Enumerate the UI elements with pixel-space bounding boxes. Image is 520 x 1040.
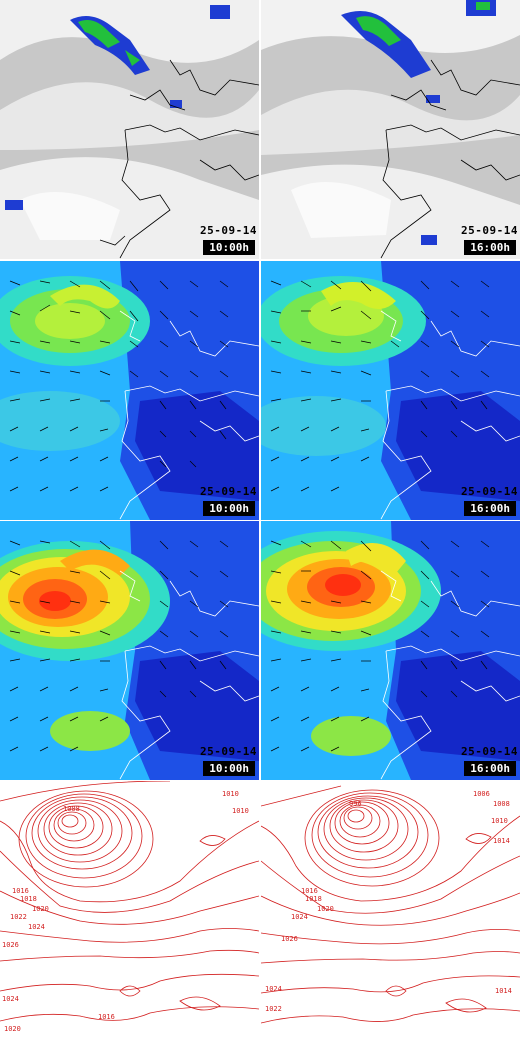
satellite-panel-left: 25-09-14 10:00h <box>0 0 259 259</box>
panel-date: 25-09-14 <box>200 224 257 237</box>
gust-map <box>261 521 520 780</box>
isobar-label: 1006 <box>473 790 490 798</box>
panel-date: 25-09-14 <box>461 485 518 498</box>
isobar-label: 1016 <box>12 887 29 895</box>
isobar-label: 1020 <box>317 905 334 913</box>
isobar-label: 1024 <box>28 923 45 931</box>
isobar-label: 1016 <box>98 1013 115 1021</box>
isobar-label: 1020 <box>4 1025 21 1033</box>
panel-divider <box>259 0 261 1040</box>
wind-panel-right: 25-09-14 16:00h <box>261 261 520 520</box>
panel-time: 10:00h <box>203 240 255 255</box>
panel-time: 16:00h <box>464 501 516 516</box>
isobar-label: 1010 <box>491 817 508 825</box>
isobar-label: 1024 <box>291 913 308 921</box>
isobar-label: 1018 <box>20 895 37 903</box>
isobar-label: 996 <box>349 800 362 808</box>
isobar-label: 1022 <box>265 1005 282 1013</box>
isobar-panel-right: 996 1006 1008 1010 1014 1016 1018 1020 1… <box>261 781 520 1040</box>
satellite-panel-right: 25-09-14 16:00h <box>261 0 520 259</box>
wind-map <box>0 261 259 520</box>
isobar-label: 1020 <box>32 905 49 913</box>
isobar-label: 1010 <box>232 807 249 815</box>
panel-time: 10:00h <box>203 501 255 516</box>
panel-date: 25-09-14 <box>200 485 257 498</box>
wind-map <box>261 261 520 520</box>
isobar-label: 1022 <box>10 913 27 921</box>
panel-time: 16:00h <box>464 761 516 776</box>
isobar-label: 1024 <box>265 985 282 993</box>
isobar-label: 1016 <box>301 887 318 895</box>
panel-time: 16:00h <box>464 240 516 255</box>
satellite-image <box>0 0 259 259</box>
isobar-label: 1014 <box>493 837 510 845</box>
isobar-label: 1024 <box>2 995 19 1003</box>
isobar-map: 996 1006 1008 1010 1014 1016 1018 1020 1… <box>261 785 520 1024</box>
panel-date: 25-09-14 <box>461 224 518 237</box>
panel-date: 25-09-14 <box>461 745 518 758</box>
isobar-label: 1008 <box>493 800 510 808</box>
gust-panel-left: 25-09-14 10:00h <box>0 521 259 780</box>
isobar-map: 1008 1010 1010 1016 1018 1020 1022 1024 … <box>0 781 259 1033</box>
satellite-image <box>261 0 520 259</box>
panel-date: 25-09-14 <box>200 745 257 758</box>
gust-map <box>0 521 259 780</box>
isobar-label: 1008 <box>63 805 80 813</box>
isobar-label: 1026 <box>281 935 298 943</box>
isobar-label: 1018 <box>305 895 322 903</box>
isobar-panel-left: 1008 1010 1010 1016 1018 1020 1022 1024 … <box>0 781 259 1040</box>
isobar-label: 1014 <box>495 987 512 995</box>
isobar-label: 1010 <box>222 790 239 798</box>
panel-time: 10:00h <box>203 761 255 776</box>
gust-panel-right: 25-09-14 16:00h <box>261 521 520 780</box>
isobar-label: 1026 <box>2 941 19 949</box>
wind-panel-left: 25-09-14 10:00h <box>0 261 259 520</box>
